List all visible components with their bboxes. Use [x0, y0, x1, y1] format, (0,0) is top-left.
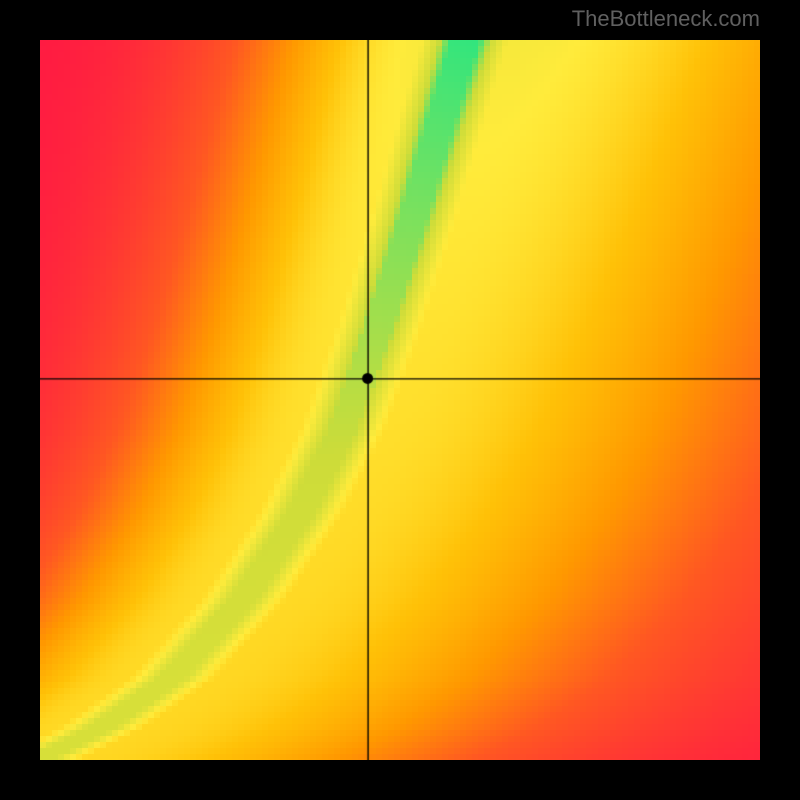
chart-container: TheBottleneck.com — [0, 0, 800, 800]
watermark-text: TheBottleneck.com — [572, 6, 760, 32]
bottleneck-heatmap — [40, 40, 760, 760]
